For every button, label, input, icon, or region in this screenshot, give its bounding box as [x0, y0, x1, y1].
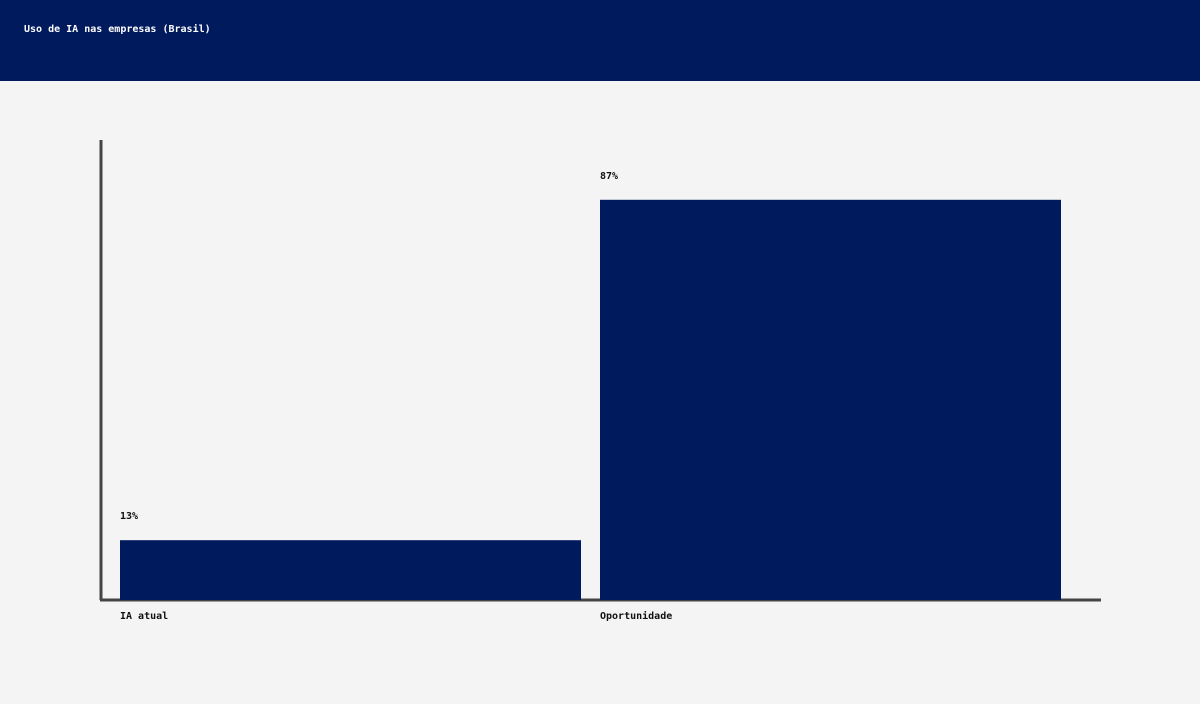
header-bar: Uso de IA nas empresas (Brasil): [0, 0, 1200, 81]
bar-chart: 13% IA atual 87% Oportunidade: [99, 140, 1101, 622]
bar-group: 13% IA atual 87% Oportunidade: [120, 171, 1061, 622]
bar-1: [600, 199, 1061, 601]
category-label-1: Oportunidade: [600, 610, 672, 622]
bar-value-label-1: 87%: [600, 171, 618, 182]
category-label-0: IA atual: [120, 611, 168, 622]
bar-0: [120, 540, 581, 600]
bar-value-label-0: 13%: [120, 511, 138, 522]
page-title: Uso de IA nas empresas (Brasil): [24, 24, 211, 35]
chart-area: 13% IA atual 87% Oportunidade: [0, 81, 1200, 700]
